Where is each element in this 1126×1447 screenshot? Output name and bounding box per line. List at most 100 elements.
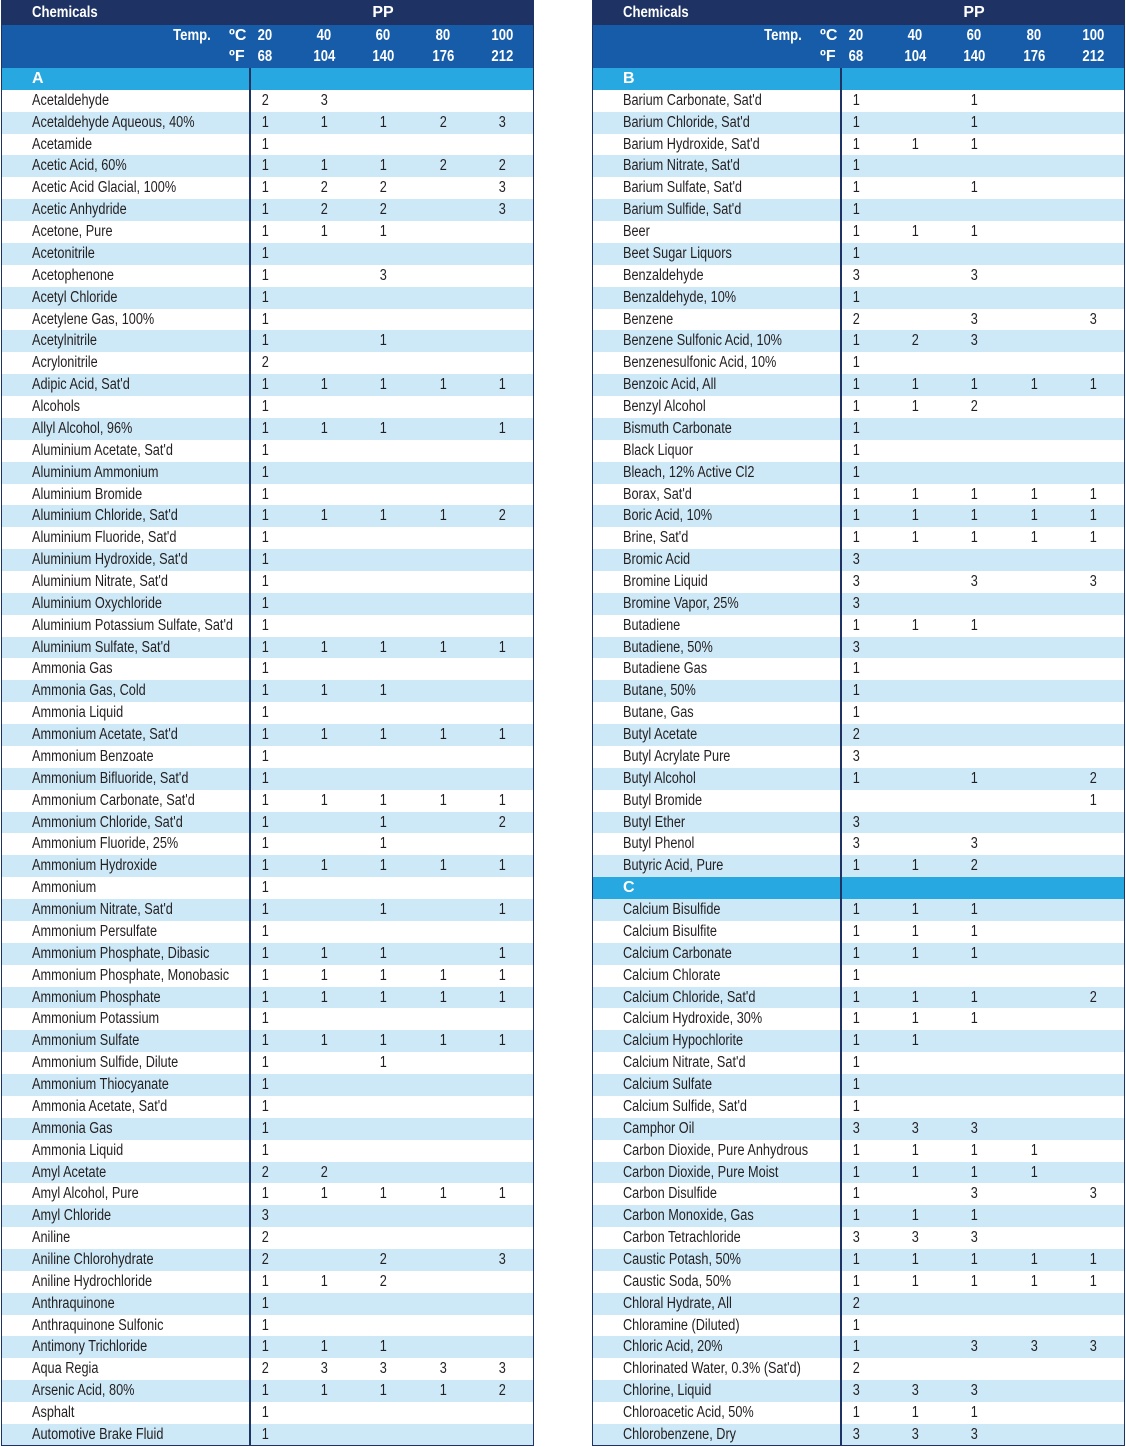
rating-100c [472,1424,532,1445]
rating-100c [1063,1074,1123,1096]
rating-40c [294,243,354,265]
rating-100c [1063,724,1123,746]
rating-80c [1004,812,1064,834]
rating-value: 1 [261,726,269,744]
rating-value: 1 [498,857,506,875]
table-row: Carbon Disulfide 1 3 3 [593,1183,1124,1205]
rating-80c [413,943,473,965]
rating-value: 3 [852,813,860,831]
rating-20c: 1 [235,221,295,243]
rating-80c: 1 [413,505,473,527]
rating-40c [294,1096,354,1118]
rating-80c [413,1424,473,1445]
chemical-name: Chloral Hydrate, All [623,1293,756,1315]
rating-value: 1 [911,1032,919,1050]
rating-20c: 1 [826,199,886,221]
table-row: Calcium Chlorate 1 [593,965,1124,987]
rating-40c [294,396,354,418]
fahrenheit-value: 104 [294,45,354,69]
rating-value: 3 [970,1185,978,1203]
table-row: Calcium Nitrate, Sat'd 1 [593,1052,1124,1074]
celsius-unit: ºC [229,27,247,44]
rating-100c: 1 [472,374,532,396]
rating-value: 1 [261,113,269,131]
rating-60c: 1 [944,527,1004,549]
chemical-name-text: Caustic Potash, 50% [623,1250,741,1268]
rating-60c: 1 [353,965,413,987]
rating-100c [472,746,532,768]
chemical-name: Ammonium Chloride, Sat'd [32,812,216,834]
table-row: Benzene 2 3 3 [593,309,1124,331]
chemical-name-text: Calcium Chloride, Sat'd [623,988,756,1006]
table-row: Benzyl Alcohol 1 1 2 [593,396,1124,418]
rating-value: 1 [911,988,919,1006]
celsius-value: 20 [826,24,886,48]
temp-label-text: Temp. [764,27,802,44]
rating-value: 1 [320,1272,328,1290]
chemical-name: Barium Sulfate, Sat'd [623,177,768,199]
rating-60c: 3 [353,265,413,287]
rating-value: 1 [261,332,269,350]
chemical-name-text: Camphor Oil [623,1119,695,1137]
rating-80c: 1 [413,637,473,659]
chemical-name-text: Ammonium [32,879,97,897]
rating-100c: 2 [1063,987,1123,1009]
table-row: Aluminium Ammonium 1 [2,461,533,484]
rating-value: 1 [852,463,860,481]
chemical-resistance-table-right: Chemicals PP Temp. ºC ºF 20 68 40 104 60 140 80 176 1… [592,0,1125,1446]
chemical-name-text: Benzenesulfonic Acid, 10% [623,354,777,372]
rating-20c: 1 [826,90,886,112]
table-row: Ammonia Gas, Cold 1 1 1 [2,680,533,703]
rating-value: 1 [1030,376,1038,394]
rating-40c: 3 [885,1227,945,1249]
rating-60c: 2 [944,396,1004,418]
rating-60c [353,1096,413,1118]
rating-100c [1063,418,1123,440]
rating-80c [1004,1074,1064,1096]
rating-60c [944,1074,1004,1096]
rating-60c [353,1293,413,1315]
table-row: Butyl Ether 3 [593,811,1124,834]
chemical-name-text: Aluminium Nitrate, Sat'd [32,573,168,590]
rating-40c: 3 [294,1358,354,1380]
chemical-name: Caustic Soda, 50% [623,1271,755,1293]
rating-20c: 1 [826,484,886,506]
chemical-name-text: Calcium Bisulfite [623,922,717,940]
rating-20c: 1 [235,265,295,287]
rating-100c [1063,1358,1123,1380]
chemical-name-text: Acetaldehyde [32,91,110,109]
chemical-name: Ammonia Liquid [32,1140,143,1162]
rating-40c: 1 [294,221,354,243]
rating-value: 1 [439,1382,447,1400]
chemical-name-text: Chloramine (Diluted) [623,1316,740,1334]
rating-value: 1 [1089,1250,1097,1268]
rating-80c: 1 [413,1380,473,1402]
rating-100c: 1 [472,1030,532,1052]
rating-value: 1 [911,1404,919,1422]
rating-60c: 2 [353,1249,413,1271]
rating-40c [885,724,945,746]
rating-100c: 1 [472,965,532,987]
rating-60c [944,462,1004,484]
rating-60c: 1 [353,374,413,396]
rating-80c [1004,593,1064,615]
chemical-name: Bromine Vapor, 25% [623,593,764,615]
section-letter: A [32,70,44,87]
celsius-text: 40 [316,27,332,44]
rating-80c [413,484,473,506]
chemical-name-text: Chlorinated Water, 0.3% (Sat'd) [623,1360,801,1378]
celsius-value: 100 [1063,24,1123,48]
rating-value: 3 [1089,573,1097,590]
rating-value: 1 [320,1032,328,1050]
chemical-name: Ammonium Acetate, Sat'd [32,724,210,746]
chemical-name: Chloroacetic Acid, 50% [623,1402,782,1424]
rating-value: 3 [852,1229,860,1247]
rating-100c [1063,1118,1123,1140]
chemical-name: Calcium Chlorate [623,965,742,987]
rating-40c [885,418,945,440]
chemical-name: Acetaldehyde Aqueous, 40% [32,112,230,134]
rating-20c: 1 [235,374,295,396]
rating-value: 1 [261,1404,269,1422]
rating-20c: 1 [826,658,886,680]
rating-60c: 3 [944,265,1004,287]
